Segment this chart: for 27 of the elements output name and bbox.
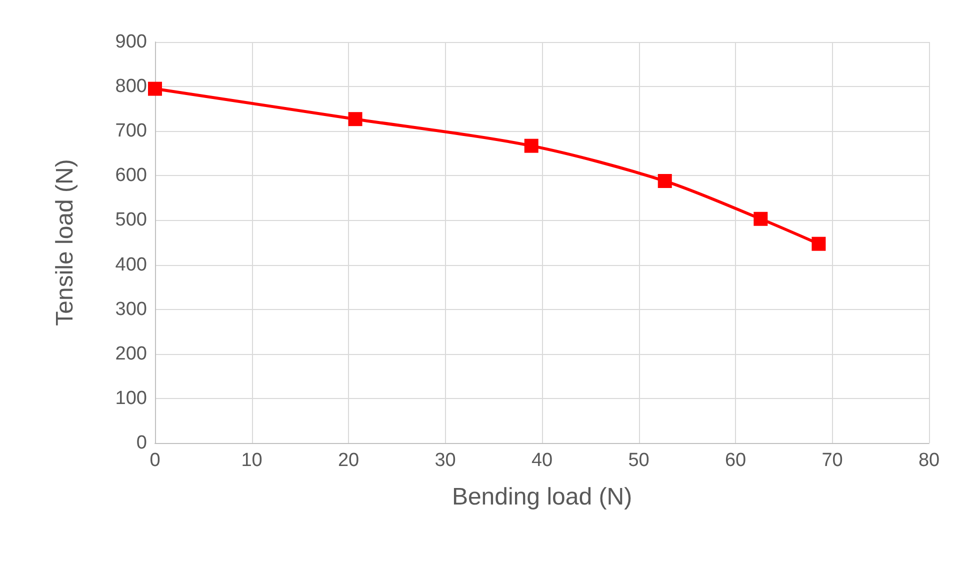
y-tick-label: 800 [115, 76, 147, 98]
x-tick-label: 20 [338, 450, 360, 471]
y-tick-label: 700 [115, 120, 147, 142]
y-tick-label: 200 [115, 343, 147, 364]
point [658, 174, 672, 188]
y-tick-label: 300 [115, 298, 147, 320]
point [812, 236, 826, 251]
y-tick-label: 600 [115, 165, 147, 186]
y-tick-label: 500 [115, 210, 147, 231]
y-axis-title: Tensile load (N) [52, 159, 78, 326]
point [524, 138, 538, 153]
point [754, 212, 768, 226]
point [148, 82, 162, 96]
x-tick-label: 30 [434, 450, 456, 471]
x-tick-label: 70 [822, 450, 843, 471]
x-tick-label: 0 [150, 450, 160, 471]
x-tick-label: 40 [531, 450, 553, 471]
x-tick-label: 10 [241, 450, 262, 471]
x-tick-label: 50 [628, 450, 650, 471]
x-axis-title: Bending load (N) [452, 484, 632, 510]
x-tick-label: 60 [724, 450, 746, 471]
point [348, 112, 362, 126]
y-tick-label: 900 [115, 32, 147, 52]
y-tick-label: 0 [136, 432, 147, 454]
x-tick-label: 80 [918, 450, 940, 471]
y-tick-label: 400 [115, 254, 147, 276]
y-tick-label: 100 [115, 388, 147, 409]
